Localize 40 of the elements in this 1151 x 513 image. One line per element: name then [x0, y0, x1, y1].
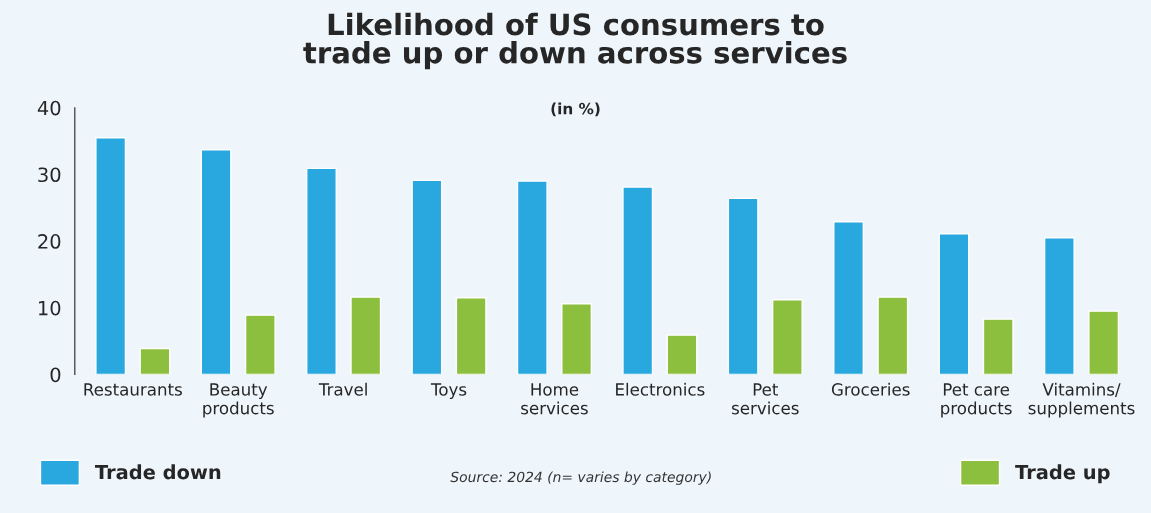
- chart-subtitle: (in %): [551, 102, 600, 117]
- bar: [95, 137, 127, 375]
- bar: [1043, 237, 1075, 375]
- x-tick-label: Electronics: [616, 382, 705, 396]
- bar: [350, 296, 382, 375]
- x-tick-label: Pet care products: [941, 383, 1012, 418]
- bar: [561, 303, 593, 375]
- x-tick-label: Travel: [318, 382, 367, 396]
- x-tick-label: Pet services: [731, 383, 799, 415]
- x-tick-label: Groceries: [831, 382, 910, 396]
- bar: [727, 197, 759, 375]
- y-tick-label: 30: [38, 167, 61, 183]
- y-tick-label: 10: [39, 300, 61, 316]
- bar: [455, 297, 487, 375]
- chart-title: Likelihood of US consumers to trade up or down across services: [303, 12, 847, 70]
- source-note: Source: 2024 (n= varies by category): [450, 471, 711, 485]
- bar: [306, 167, 337, 375]
- y-tick-label: 40: [37, 100, 61, 116]
- bar: [1088, 310, 1120, 375]
- bar: [771, 299, 803, 375]
- bar: [982, 318, 1014, 375]
- bar: [833, 221, 865, 375]
- x-tick-label: Home services: [521, 383, 588, 415]
- y-tick-label: 20: [38, 234, 61, 249]
- bar: [411, 179, 443, 375]
- bar: [139, 347, 171, 375]
- x-tick-label: Toys: [430, 383, 467, 399]
- x-tick-label: Beauty products: [203, 383, 274, 418]
- legend-label: Trade down: [95, 464, 221, 480]
- bar: [516, 180, 548, 375]
- legend-label: Trade up: [1015, 464, 1110, 484]
- bar: [666, 334, 698, 375]
- bar: [877, 296, 909, 375]
- x-tick-label: Vitamins/ supplements: [1028, 382, 1135, 418]
- x-tick-label: Restaurants: [84, 383, 182, 396]
- bar: [244, 314, 276, 375]
- y-tick-label: 0: [50, 367, 61, 383]
- bar: [200, 149, 232, 375]
- bar: [938, 233, 970, 375]
- bar: [622, 186, 654, 375]
